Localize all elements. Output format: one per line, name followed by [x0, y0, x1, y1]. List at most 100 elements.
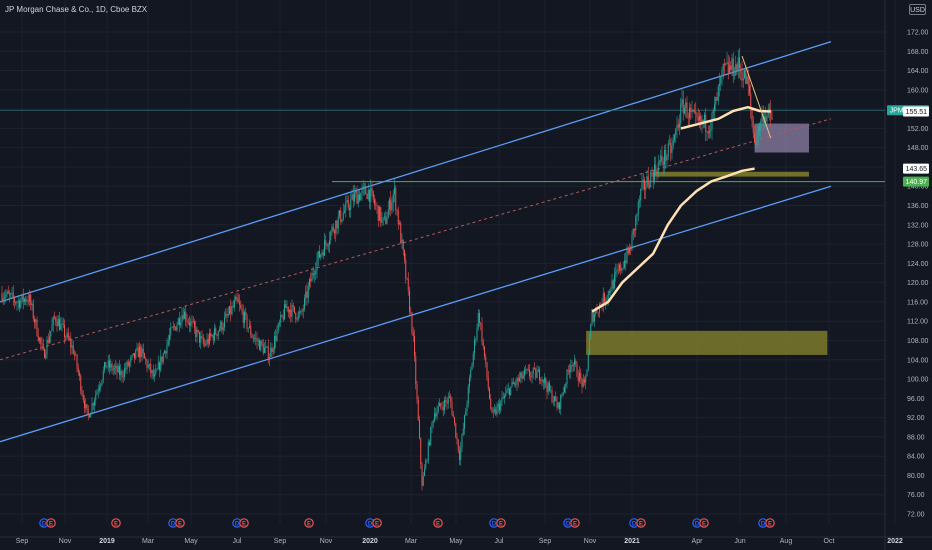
candle-body [291, 304, 293, 317]
candle-body [412, 332, 414, 336]
ema-line [680, 105, 771, 130]
candle-body [742, 78, 744, 81]
candle-body [195, 327, 197, 337]
candle-body [619, 264, 620, 271]
channel-lower-line [0, 185, 832, 443]
candle-body [624, 260, 625, 268]
candle-body [120, 370, 122, 376]
candle-body [301, 311, 303, 312]
candle-body [509, 388, 510, 395]
price-tick-label: 72.00 [907, 512, 925, 519]
candle-body [329, 240, 330, 246]
price-tick-label: 164.00 [907, 68, 929, 75]
candle-body [34, 318, 35, 323]
candle-body [666, 156, 668, 161]
candle-body [89, 414, 90, 418]
candle-body [281, 315, 283, 317]
candle-body [656, 171, 658, 175]
candle-body [524, 369, 525, 376]
candle-body [186, 320, 188, 322]
price-tick-label: 132.00 [907, 222, 929, 229]
event-label: D [566, 521, 571, 527]
candle-body [170, 327, 172, 336]
channel-mid-line [0, 118, 832, 361]
price-tick-label: 80.00 [907, 473, 925, 480]
candle-body [642, 179, 644, 182]
price-tag [903, 176, 929, 187]
candle-body [481, 323, 483, 343]
earnings-icon [765, 518, 775, 528]
candle-body [139, 346, 140, 358]
candle-body [137, 347, 139, 358]
time-tick-label: Jun [734, 538, 745, 545]
candle-body [310, 278, 312, 282]
candle-body [211, 335, 213, 337]
earnings-icon [175, 518, 185, 528]
event-label: D [171, 521, 176, 527]
candle-body [467, 386, 469, 404]
candle-body [54, 316, 55, 318]
candle-body [746, 76, 748, 84]
candle-body [446, 401, 448, 404]
candle-body [72, 345, 74, 354]
candle-body [615, 271, 617, 274]
candle-body [452, 413, 454, 418]
candle-body [122, 376, 124, 378]
event-label: D [368, 521, 373, 527]
candle-body [236, 296, 238, 299]
candle-body [284, 304, 285, 320]
candle-body [766, 115, 768, 122]
candle-body [469, 377, 470, 387]
candle-body [44, 348, 45, 358]
price-axis[interactable]: 172.00168.00164.00160.00156.00152.00148.… [907, 30, 929, 519]
candle-body [390, 199, 392, 211]
candle-body [610, 291, 612, 293]
candle-body [675, 129, 677, 135]
time-axis[interactable]: Sep Nov 2019 Mar May Jul Sep Nov 2020 Mar May Jul Se… [16, 538, 903, 545]
candle-body [347, 199, 349, 208]
candle-body [394, 187, 395, 194]
candle-body [226, 313, 228, 316]
candle-body [565, 384, 567, 387]
candle-body [14, 298, 15, 303]
candle-body [514, 383, 515, 385]
candle-body [279, 322, 280, 324]
candle-body [761, 114, 763, 122]
candle-body [324, 240, 325, 256]
currency-button[interactable]: USD [909, 4, 926, 15]
candle-body [304, 297, 305, 309]
candle-body [299, 312, 300, 314]
candle-body [490, 398, 492, 409]
price-tag-label: 143.65 [906, 166, 928, 173]
price-tick-label: 100.00 [907, 377, 929, 384]
candle-body [86, 404, 88, 410]
candle-body [32, 303, 34, 319]
candle-body [364, 186, 365, 188]
trend-line [741, 55, 772, 139]
candle-body [634, 228, 635, 231]
candle-body [659, 161, 660, 163]
event-label: E [242, 521, 246, 527]
candle-body [182, 315, 184, 319]
candle-body [614, 273, 615, 289]
candle-body [81, 390, 83, 395]
candle-body [649, 185, 650, 188]
price-tick-label: 76.00 [907, 492, 925, 499]
candle-body [235, 296, 237, 301]
candle-body [756, 137, 758, 146]
candle-body [541, 379, 543, 382]
candle-body [717, 85, 719, 101]
candle-body [269, 356, 270, 361]
candle-body [540, 380, 542, 382]
candle-body [635, 216, 637, 231]
candle-body [747, 76, 749, 86]
candle-body [302, 308, 304, 312]
candle-body [677, 124, 679, 128]
candle-body [554, 396, 555, 402]
candle-body [110, 363, 112, 368]
candle-body [1, 293, 3, 301]
candle-body [457, 439, 459, 451]
candle-body [476, 328, 478, 340]
candle-body [247, 327, 249, 329]
